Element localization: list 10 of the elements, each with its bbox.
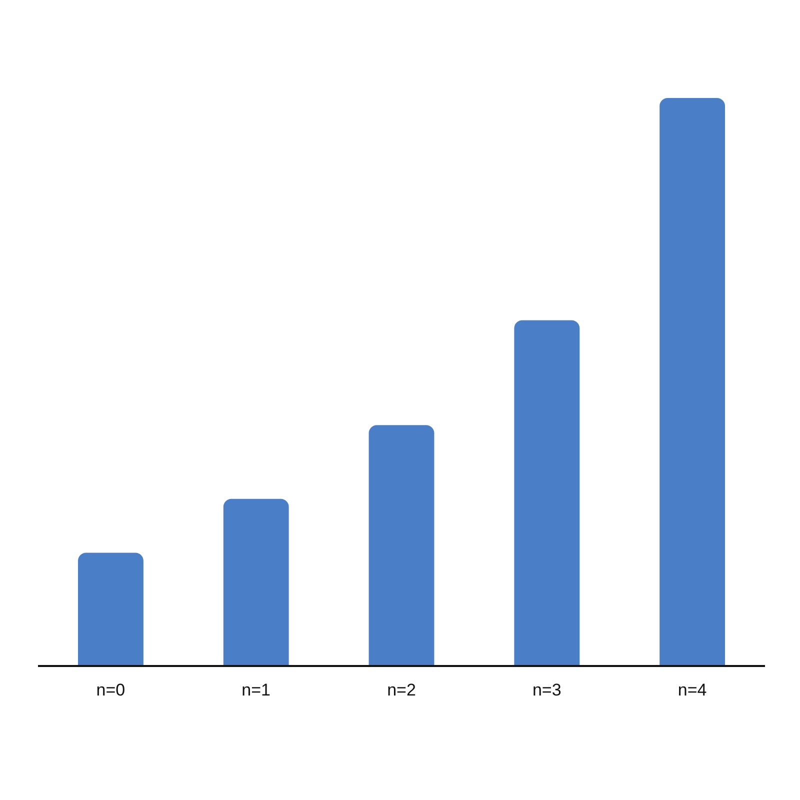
bar	[223, 498, 289, 665]
x-tick-label: n=3	[532, 680, 562, 700]
x-tick-label: n=2	[387, 680, 416, 700]
bar	[514, 320, 580, 665]
x-tick-label: n=0	[96, 680, 126, 700]
x-tick-label: n=4	[678, 680, 707, 700]
bar	[368, 425, 434, 665]
x-tick-label: n=1	[242, 680, 271, 700]
bar	[78, 552, 144, 665]
bar	[660, 98, 726, 665]
